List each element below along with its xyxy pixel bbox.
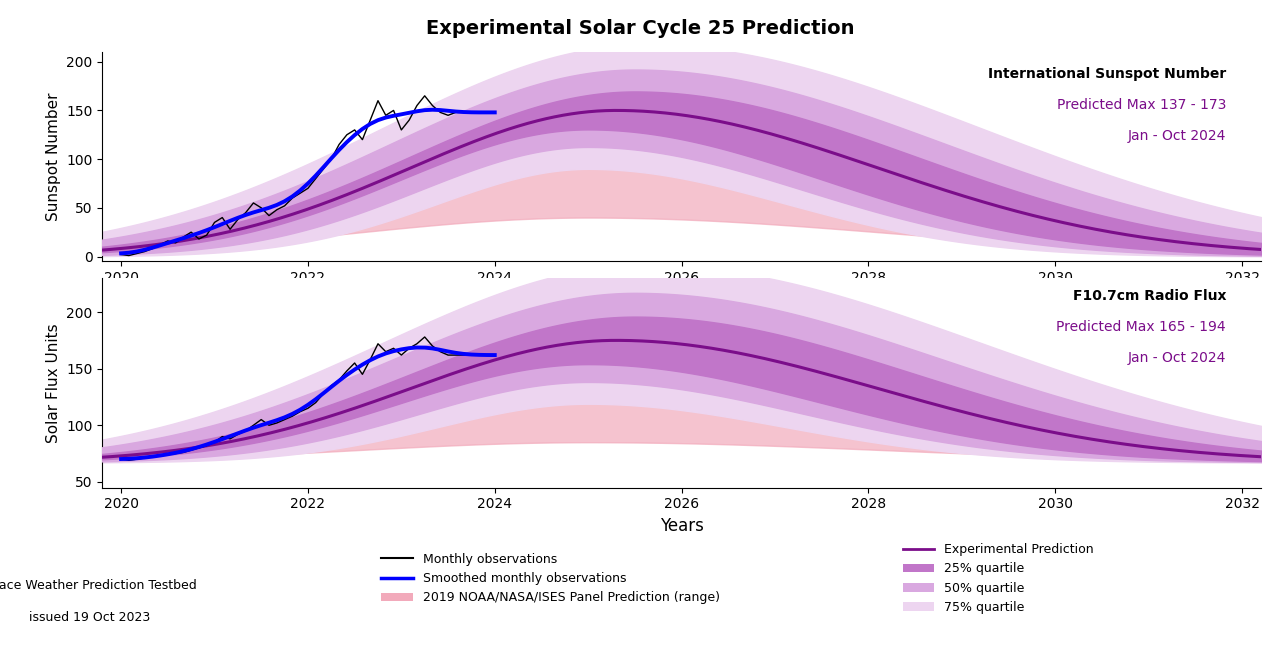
Text: Predicted Max 165 - 194: Predicted Max 165 - 194 [1056, 320, 1226, 334]
Text: Jan - Oct 2024: Jan - Oct 2024 [1128, 129, 1226, 144]
Text: Predicted Max 137 - 173: Predicted Max 137 - 173 [1057, 98, 1226, 112]
X-axis label: Years: Years [659, 517, 704, 535]
Y-axis label: Sunspot Number: Sunspot Number [46, 92, 60, 221]
Text: F10.7cm Radio Flux: F10.7cm Radio Flux [1073, 289, 1226, 303]
Legend: Experimental Prediction, 25% quartile, 50% quartile, 75% quartile: Experimental Prediction, 25% quartile, 5… [899, 538, 1098, 619]
Text: Space Weather Prediction Testbed: Space Weather Prediction Testbed [0, 578, 196, 592]
Text: Experimental Solar Cycle 25 Prediction: Experimental Solar Cycle 25 Prediction [426, 20, 854, 38]
Text: issued 19 Oct 2023: issued 19 Oct 2023 [29, 611, 150, 624]
Legend: Monthly observations, Smoothed monthly observations, 2019 NOAA/NASA/ISES Panel P: Monthly observations, Smoothed monthly o… [376, 548, 724, 609]
Y-axis label: Solar Flux Units: Solar Flux Units [46, 323, 60, 443]
Text: International Sunspot Number: International Sunspot Number [988, 67, 1226, 81]
Text: Jan - Oct 2024: Jan - Oct 2024 [1128, 352, 1226, 365]
